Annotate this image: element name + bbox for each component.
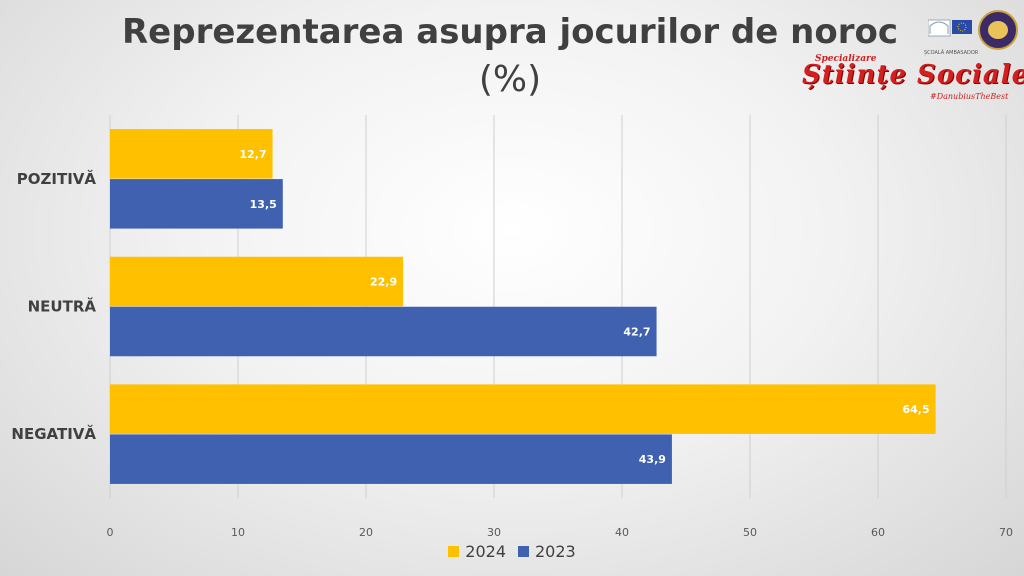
- bar-2024-3: [110, 384, 936, 434]
- chart-title: Reprezentarea asupra jocurilor de noroc …: [120, 8, 900, 104]
- gridlines: [109, 115, 1007, 498]
- wordmark-kicker: Specializare: [815, 54, 877, 64]
- data-label: 64,5: [902, 403, 929, 416]
- x-tick-label: 70: [999, 526, 1013, 539]
- bar-2023-2: [110, 306, 657, 357]
- x-tick-label: 40: [615, 526, 629, 539]
- bar-2024-1: [110, 129, 273, 179]
- bar-2023-1: [110, 179, 283, 229]
- data-label: 13,5: [250, 198, 277, 211]
- category-label: NEGATIVĂ: [11, 424, 96, 443]
- category-label: NEUTRĂ: [28, 297, 97, 316]
- branding-logos: ȘCOALĂ AMBASADOR: [920, 6, 1020, 116]
- hashtag: #DanubiusTheBest: [930, 92, 1009, 101]
- x-tick-label: 20: [359, 526, 373, 539]
- legend-label: 2023: [535, 542, 576, 561]
- school-seal-logo: [978, 10, 1018, 50]
- legend-label: 2024: [465, 542, 506, 561]
- european-parliament-logo: [928, 19, 972, 37]
- x-tick-label: 50: [743, 526, 757, 539]
- specialization-wordmark: Științe Sociale: [802, 60, 1024, 90]
- ep-caption: ȘCOALĂ AMBASADOR: [924, 50, 979, 56]
- data-label: 12,7: [239, 148, 266, 161]
- bar-2024-2: [110, 256, 404, 307]
- chart-title-unit: (%): [478, 59, 542, 100]
- data-label: 22,9: [370, 276, 397, 289]
- legend: 2024 2023: [0, 542, 1024, 561]
- legend-item-2023: 2023: [518, 542, 576, 561]
- category-label: POZITIVĂ: [17, 169, 97, 188]
- bars: 12,7 13,5 22,9 42,7 64,5 43,9: [110, 129, 936, 484]
- legend-swatch: [518, 546, 529, 557]
- x-axis-ticks: 0 10 20 30 40 50 60 70: [107, 526, 1014, 539]
- legend-swatch: [448, 546, 460, 557]
- chart-title-main: Reprezentarea asupra jocurilor de noroc: [121, 12, 899, 52]
- bar-2023-3: [110, 434, 672, 484]
- x-tick-label: 10: [231, 526, 245, 539]
- x-tick-label: 0: [107, 526, 114, 539]
- category-labels: POZITIVĂ NEUTRĂ NEGATIVĂ: [11, 169, 96, 443]
- data-label: 43,9: [639, 453, 666, 466]
- x-tick-label: 60: [871, 526, 885, 539]
- x-tick-label: 30: [487, 526, 501, 539]
- legend-item-2024: 2024: [448, 542, 506, 561]
- data-label: 42,7: [623, 326, 650, 339]
